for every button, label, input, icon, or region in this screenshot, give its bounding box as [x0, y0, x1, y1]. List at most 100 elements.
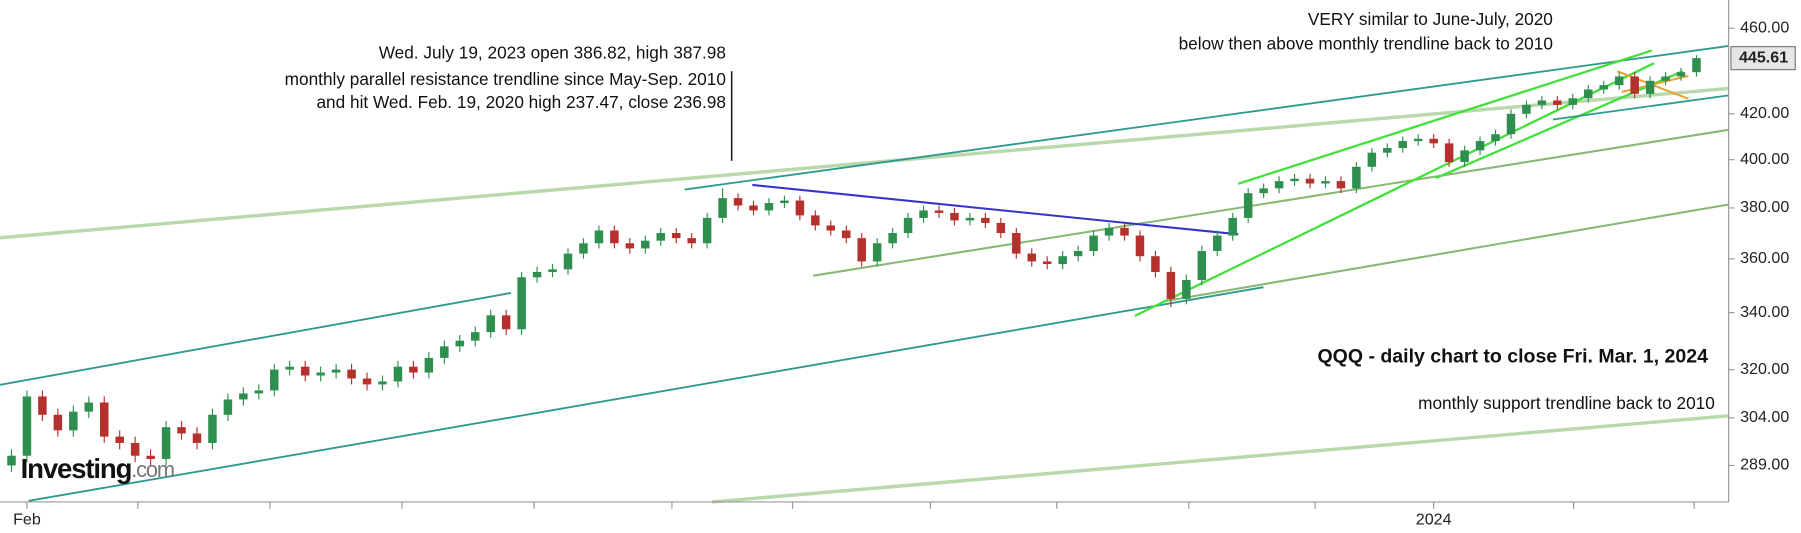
candle-body — [842, 230, 851, 239]
candle-body — [1506, 113, 1516, 135]
candle-body — [872, 243, 882, 262]
month-ticks — [137, 501, 1695, 509]
candle-body — [1027, 253, 1037, 262]
candle-body — [1089, 235, 1098, 252]
candle-body — [1367, 152, 1377, 167]
candle-body — [7, 455, 16, 466]
candle-body — [270, 369, 279, 391]
candle-body — [1692, 58, 1701, 73]
candle-body — [1012, 233, 1021, 254]
x-tick-label: 2024 — [1416, 511, 1452, 529]
candle-body — [1166, 271, 1176, 299]
last-price-box — [1730, 46, 1796, 71]
candle-body — [38, 396, 47, 415]
last-price-label: 445.61 — [1739, 48, 1788, 66]
candle-body — [1104, 227, 1114, 236]
y-tick-label: 420.00 — [1740, 104, 1789, 122]
y-tick-label: 380.00 — [1740, 198, 1789, 216]
watermark: Investing.com — [21, 453, 174, 484]
candle-body — [1290, 178, 1299, 182]
candle-body — [702, 217, 712, 244]
candle-body — [548, 269, 557, 272]
candle-body — [1553, 100, 1562, 105]
candle-body — [378, 381, 387, 385]
trendline — [752, 183, 1239, 236]
y-tick-label: 304.00 — [1740, 408, 1789, 426]
candle-body — [1120, 227, 1129, 236]
candle-body — [223, 399, 233, 415]
y-tick-label: 289.00 — [1740, 456, 1789, 474]
trendline — [813, 128, 1729, 277]
candle-body — [1042, 261, 1052, 265]
candle-body — [347, 369, 356, 379]
candle-body — [1243, 193, 1253, 218]
candle-body — [239, 393, 248, 400]
candle-body — [1475, 141, 1485, 151]
candle-body — [331, 369, 341, 373]
candle-body — [749, 205, 758, 211]
candle-body — [795, 200, 805, 216]
candle-body — [1522, 104, 1531, 114]
candle-body — [1197, 251, 1207, 280]
candle-body — [532, 271, 542, 278]
candle-body — [780, 200, 789, 204]
candle-body — [501, 315, 511, 330]
candle-body — [409, 366, 418, 373]
candle-body — [857, 238, 866, 262]
candle-body — [130, 442, 140, 456]
y-tick-label: 460.00 — [1740, 18, 1789, 36]
candle-body — [84, 402, 94, 412]
annotation: VERY similar to June-July, 2020 — [1308, 9, 1553, 29]
candle-body — [996, 222, 1006, 234]
candle-body — [1444, 143, 1454, 163]
candle-body — [470, 332, 480, 341]
candle-body — [1274, 181, 1284, 189]
candle-body — [656, 233, 665, 241]
candle-body — [440, 346, 449, 358]
candle-body — [517, 277, 526, 330]
candle-body — [641, 240, 650, 249]
annotation: below then above monthly trendline back … — [1179, 33, 1553, 53]
candle-body — [1413, 138, 1423, 142]
candle-body — [1645, 80, 1655, 94]
candle-body — [316, 372, 325, 376]
candle-body — [1305, 178, 1315, 184]
candle-body — [733, 198, 743, 206]
trendline — [1134, 62, 1655, 317]
candle-body — [625, 243, 635, 249]
watermark-suffix: .com — [131, 457, 174, 482]
candle-body — [254, 390, 264, 394]
candle-body — [563, 253, 573, 270]
candle-body — [53, 414, 63, 431]
candle-body — [919, 210, 928, 218]
candle-body — [903, 217, 913, 234]
trendline — [1237, 49, 1653, 185]
trendline — [1552, 94, 1729, 121]
candle-body — [362, 378, 372, 385]
candle-body — [1352, 166, 1361, 189]
candle-body — [115, 436, 124, 443]
candle-body — [192, 433, 202, 443]
trendline — [0, 86, 1729, 240]
trendline — [711, 414, 1729, 504]
candle-body — [69, 411, 78, 431]
candle-body — [950, 212, 959, 221]
candle-body — [1614, 76, 1624, 86]
candle-body — [1460, 150, 1469, 163]
candle-body — [424, 357, 434, 373]
trendline — [1435, 70, 1684, 180]
candle-body — [455, 340, 465, 347]
candle-body — [146, 455, 155, 459]
candle-body — [1151, 256, 1160, 272]
candle-body — [285, 366, 294, 370]
candle-body — [934, 210, 944, 213]
candle-body — [1213, 235, 1222, 252]
candle-body — [965, 217, 975, 221]
candle-body — [22, 396, 32, 456]
candle-body — [1228, 217, 1237, 236]
annotation: monthly parallel resistance trendline si… — [285, 69, 726, 89]
candle-body — [826, 225, 836, 231]
candle-body — [1537, 100, 1547, 105]
candle-body — [718, 198, 727, 218]
